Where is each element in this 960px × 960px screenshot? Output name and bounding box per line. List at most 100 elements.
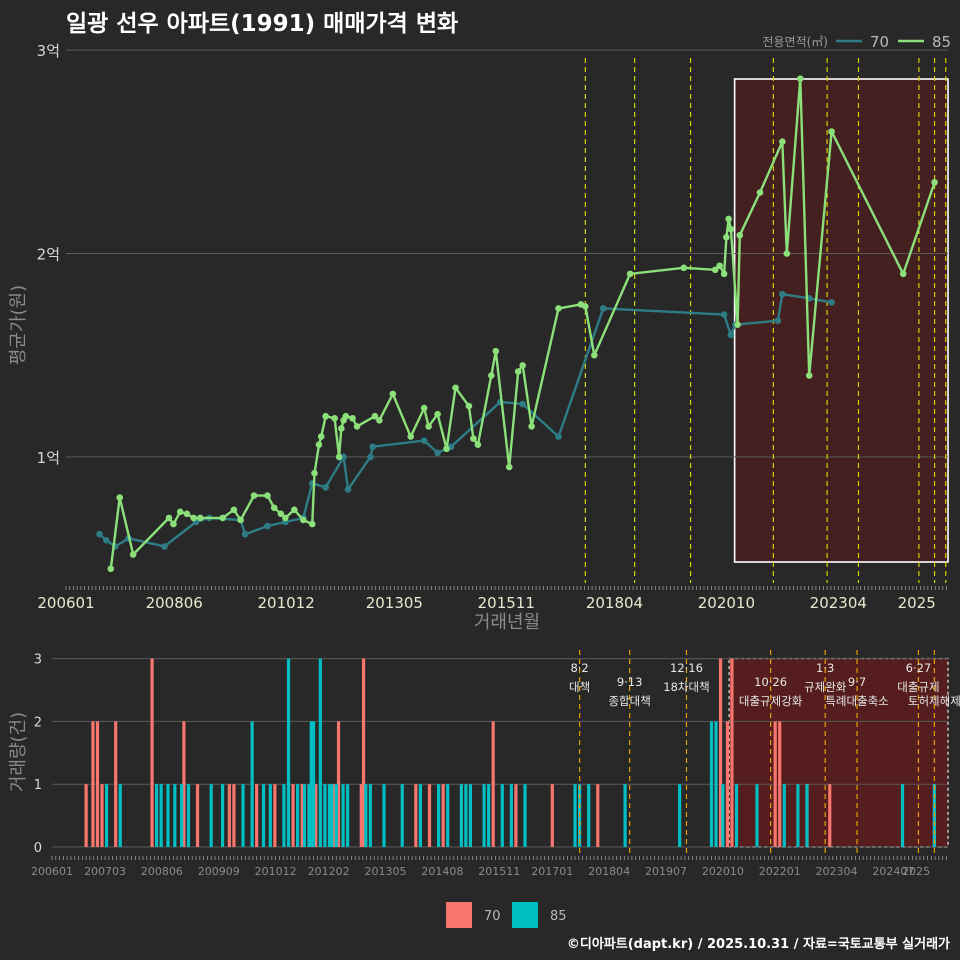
y-tick-label: 1 [34, 778, 42, 793]
data-point-70 [322, 484, 329, 491]
data-point-85 [716, 262, 723, 270]
x-tick-label: 201012 [257, 594, 314, 612]
data-point-85 [734, 321, 741, 329]
x-tick-label: 202201 [759, 865, 801, 878]
data-point-85 [116, 494, 124, 501]
volume-bar-85 [166, 784, 170, 847]
volume-bar-70 [95, 721, 100, 847]
volume-bar-85 [500, 784, 504, 847]
volume-bar-70 [232, 784, 236, 847]
volume-bar-70 [596, 784, 600, 847]
volume-bar-85 [118, 784, 122, 847]
data-point-85 [591, 351, 598, 359]
volume-bar-70 [414, 784, 418, 847]
legend-swatch-70 [446, 902, 472, 928]
data-point-85 [331, 414, 338, 422]
volume-bar-70 [514, 784, 518, 847]
volume-bar-85 [155, 784, 159, 847]
legend-swatch-85 [512, 902, 538, 928]
x-tick-label: 201511 [478, 594, 535, 612]
data-point-85 [465, 402, 473, 410]
volume-bar-70 [725, 721, 730, 847]
volume-bar-70 [300, 784, 304, 847]
data-point-70 [420, 437, 428, 444]
x-tick-label: 200601 [37, 594, 94, 612]
volume-bar-70 [773, 721, 777, 847]
volume-bar-85 [180, 784, 184, 847]
volume-bar-85 [446, 784, 450, 847]
policy-name: 18차대책 [663, 680, 709, 694]
policy-date: 10·26 [754, 675, 787, 689]
data-point-85 [308, 520, 316, 528]
data-point-85 [190, 514, 197, 522]
volume-bar-85 [782, 784, 786, 847]
series-line-70 [98, 293, 832, 548]
data-point-70 [102, 536, 110, 544]
data-point-70 [519, 400, 526, 408]
volume-bar-85 [523, 784, 527, 847]
volume-bar-70 [91, 721, 95, 847]
volume-bar-70 [150, 658, 154, 847]
x-tick-label: 200909 [198, 865, 240, 878]
data-point-70 [774, 317, 782, 324]
volume-bar-70 [273, 784, 277, 847]
legend-title: 전용면적(㎡) [762, 35, 828, 49]
data-point-85 [270, 504, 278, 512]
legend-label-70: 70 [484, 909, 501, 924]
data-point-85 [170, 520, 177, 528]
volume-bar-85 [714, 721, 718, 847]
x-tick-label: 200703 [84, 865, 126, 878]
source-credit: ©디아파트(dapt.kr) / 2025.10.31 / 자료=국토교통부 실… [566, 937, 950, 952]
volume-bar-85 [436, 784, 441, 847]
data-point-85 [474, 441, 482, 449]
data-point-85 [805, 372, 813, 379]
volume-bar-70 [491, 721, 495, 847]
data-point-85 [129, 551, 137, 558]
volume-bar-85 [286, 658, 291, 847]
volume-bar-85 [623, 784, 627, 847]
data-point-85 [342, 412, 350, 420]
volume-bar-85 [346, 784, 350, 847]
data-point-85 [680, 264, 688, 272]
volume-bar-85 [900, 784, 905, 847]
data-point-85 [779, 138, 786, 145]
y-tick-label: 2억 [37, 246, 60, 264]
volume-bar-85 [734, 784, 739, 847]
data-point-85 [176, 508, 184, 516]
volume-bar-70 [255, 784, 259, 847]
data-point-85 [165, 514, 173, 522]
volume-bar-70 [332, 784, 336, 847]
volume-bar-85 [464, 784, 468, 847]
data-point-85 [452, 384, 459, 392]
data-point-70 [720, 311, 728, 318]
data-point-85 [725, 215, 732, 223]
legend-label-70: 70 [870, 33, 889, 51]
x-tick-label: 200601 [31, 865, 73, 878]
x-tick-label: 201907 [645, 865, 687, 878]
data-point-85 [514, 368, 522, 375]
data-point-85 [519, 362, 526, 369]
data-point-85 [720, 270, 728, 278]
volume-bar-85 [296, 784, 300, 847]
volume-bar-70 [114, 721, 118, 847]
volume-bar-85 [573, 784, 577, 847]
policy-name: 대출규제 [897, 680, 939, 694]
x-tick-label: 201202 [308, 865, 350, 878]
y-axis-title: 평균가(원) [8, 285, 29, 365]
volume-bar-85 [587, 784, 591, 847]
y-axis-title: 거래량(건) [8, 712, 29, 792]
data-point-85 [219, 514, 227, 522]
volume-bar-85 [330, 784, 334, 847]
volume-bar-70 [441, 784, 445, 847]
data-point-85 [899, 270, 907, 278]
volume-bar-70 [778, 721, 782, 847]
data-point-85 [783, 250, 791, 257]
volume-bar-70 [718, 658, 723, 847]
data-point-85 [335, 453, 343, 461]
data-point-85 [264, 492, 271, 499]
data-point-85 [420, 404, 428, 412]
volume-bar-85 [220, 784, 225, 847]
volume-bar-85 [678, 784, 682, 847]
volume-bar-85 [282, 784, 286, 847]
data-point-70 [599, 305, 607, 312]
